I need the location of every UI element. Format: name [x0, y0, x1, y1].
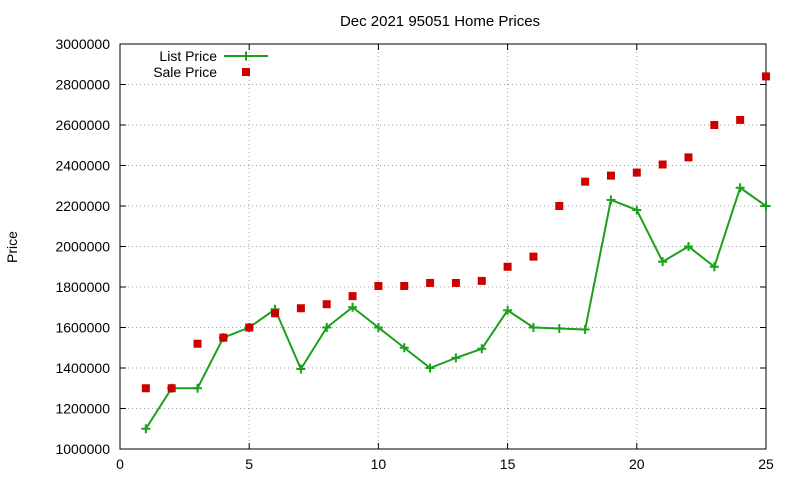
legend-label-list-price: List Price — [159, 48, 217, 64]
sale-price-point — [632, 168, 641, 177]
list-price-point — [193, 383, 203, 393]
sale-price-point — [581, 177, 590, 186]
sale-price-point — [400, 281, 409, 290]
sale-price-point — [348, 292, 357, 301]
list-price-point — [554, 324, 564, 334]
list-price-point — [683, 242, 693, 251]
y-tick-label: 2600000 — [55, 117, 110, 133]
list-price-point — [296, 364, 306, 374]
x-tick-label: 25 — [758, 456, 774, 472]
grid — [120, 44, 766, 449]
sale-price-point — [710, 121, 719, 129]
list-price-point — [141, 424, 151, 434]
list-price-point — [580, 325, 590, 335]
list-price-point — [322, 323, 332, 332]
sale-price-point — [658, 160, 667, 169]
y-axis-label: Price — [4, 231, 20, 263]
list-price-point — [477, 344, 487, 354]
list-price-point — [373, 323, 383, 332]
sale-price-point — [296, 304, 305, 313]
list-price-point — [606, 195, 616, 205]
y-tick-label: 2400000 — [55, 158, 110, 174]
sale-price-point — [477, 276, 486, 285]
y-tick-label: 1400000 — [55, 360, 110, 376]
sale-price-point — [219, 333, 228, 342]
list-price-point — [399, 343, 409, 353]
sale-price-point — [193, 339, 202, 348]
sale-price-point — [529, 252, 538, 261]
x-tick-label: 5 — [245, 456, 253, 472]
y-tick-label: 1200000 — [55, 401, 110, 417]
sale-price-point — [555, 202, 564, 210]
y-tick-label: 1600000 — [55, 320, 110, 336]
list-price-point — [735, 183, 745, 193]
sale-price-point — [451, 278, 460, 287]
sale-price-point — [245, 323, 254, 332]
list-price-point — [425, 363, 435, 373]
y-tick-label: 2800000 — [55, 77, 110, 93]
legend-marker-sale-price — [242, 68, 250, 76]
chart-title: Dec 2021 95051 Home Prices — [340, 13, 540, 30]
list-price-point — [451, 353, 461, 363]
sale-price-point — [736, 115, 745, 124]
x-tick-label: 20 — [629, 456, 645, 472]
list-price-point — [528, 323, 538, 332]
sale-price-point — [374, 281, 383, 290]
x-tick-label: 0 — [116, 456, 124, 472]
y-tick-label: 3000000 — [55, 36, 110, 52]
y-tick-label: 1000000 — [55, 441, 110, 457]
sale-price-point — [141, 384, 150, 393]
plot-area — [141, 72, 771, 434]
sale-price-point — [167, 384, 176, 393]
list-price-point — [632, 205, 642, 215]
y-tick-label: 2200000 — [55, 198, 110, 214]
list-price-point — [503, 305, 513, 315]
series-line-list-price — [144, 186, 767, 430]
list-price-point — [658, 257, 668, 267]
x-tick-label: 15 — [500, 456, 516, 472]
sale-price-point — [322, 300, 331, 309]
sale-price-point — [271, 309, 280, 318]
x-tick-label: 10 — [371, 456, 387, 472]
y-tick-label: 2000000 — [55, 239, 110, 255]
sale-price-point — [762, 72, 770, 81]
sale-price-point — [684, 153, 693, 162]
axes: 0 5 10 15 20 25 1000000 1200000 1400000 1600000 18… — [55, 36, 774, 472]
legend-marker-list-price — [241, 51, 251, 61]
sale-price-point — [503, 262, 512, 271]
sale-price-point — [606, 171, 615, 180]
y-tick-label: 1800000 — [55, 279, 110, 295]
list-price-point — [761, 201, 771, 211]
sale-price-point — [426, 278, 435, 287]
list-price-point — [709, 262, 719, 272]
list-price-point — [348, 302, 358, 312]
legend-label-sale-price: Sale Price — [153, 64, 217, 80]
